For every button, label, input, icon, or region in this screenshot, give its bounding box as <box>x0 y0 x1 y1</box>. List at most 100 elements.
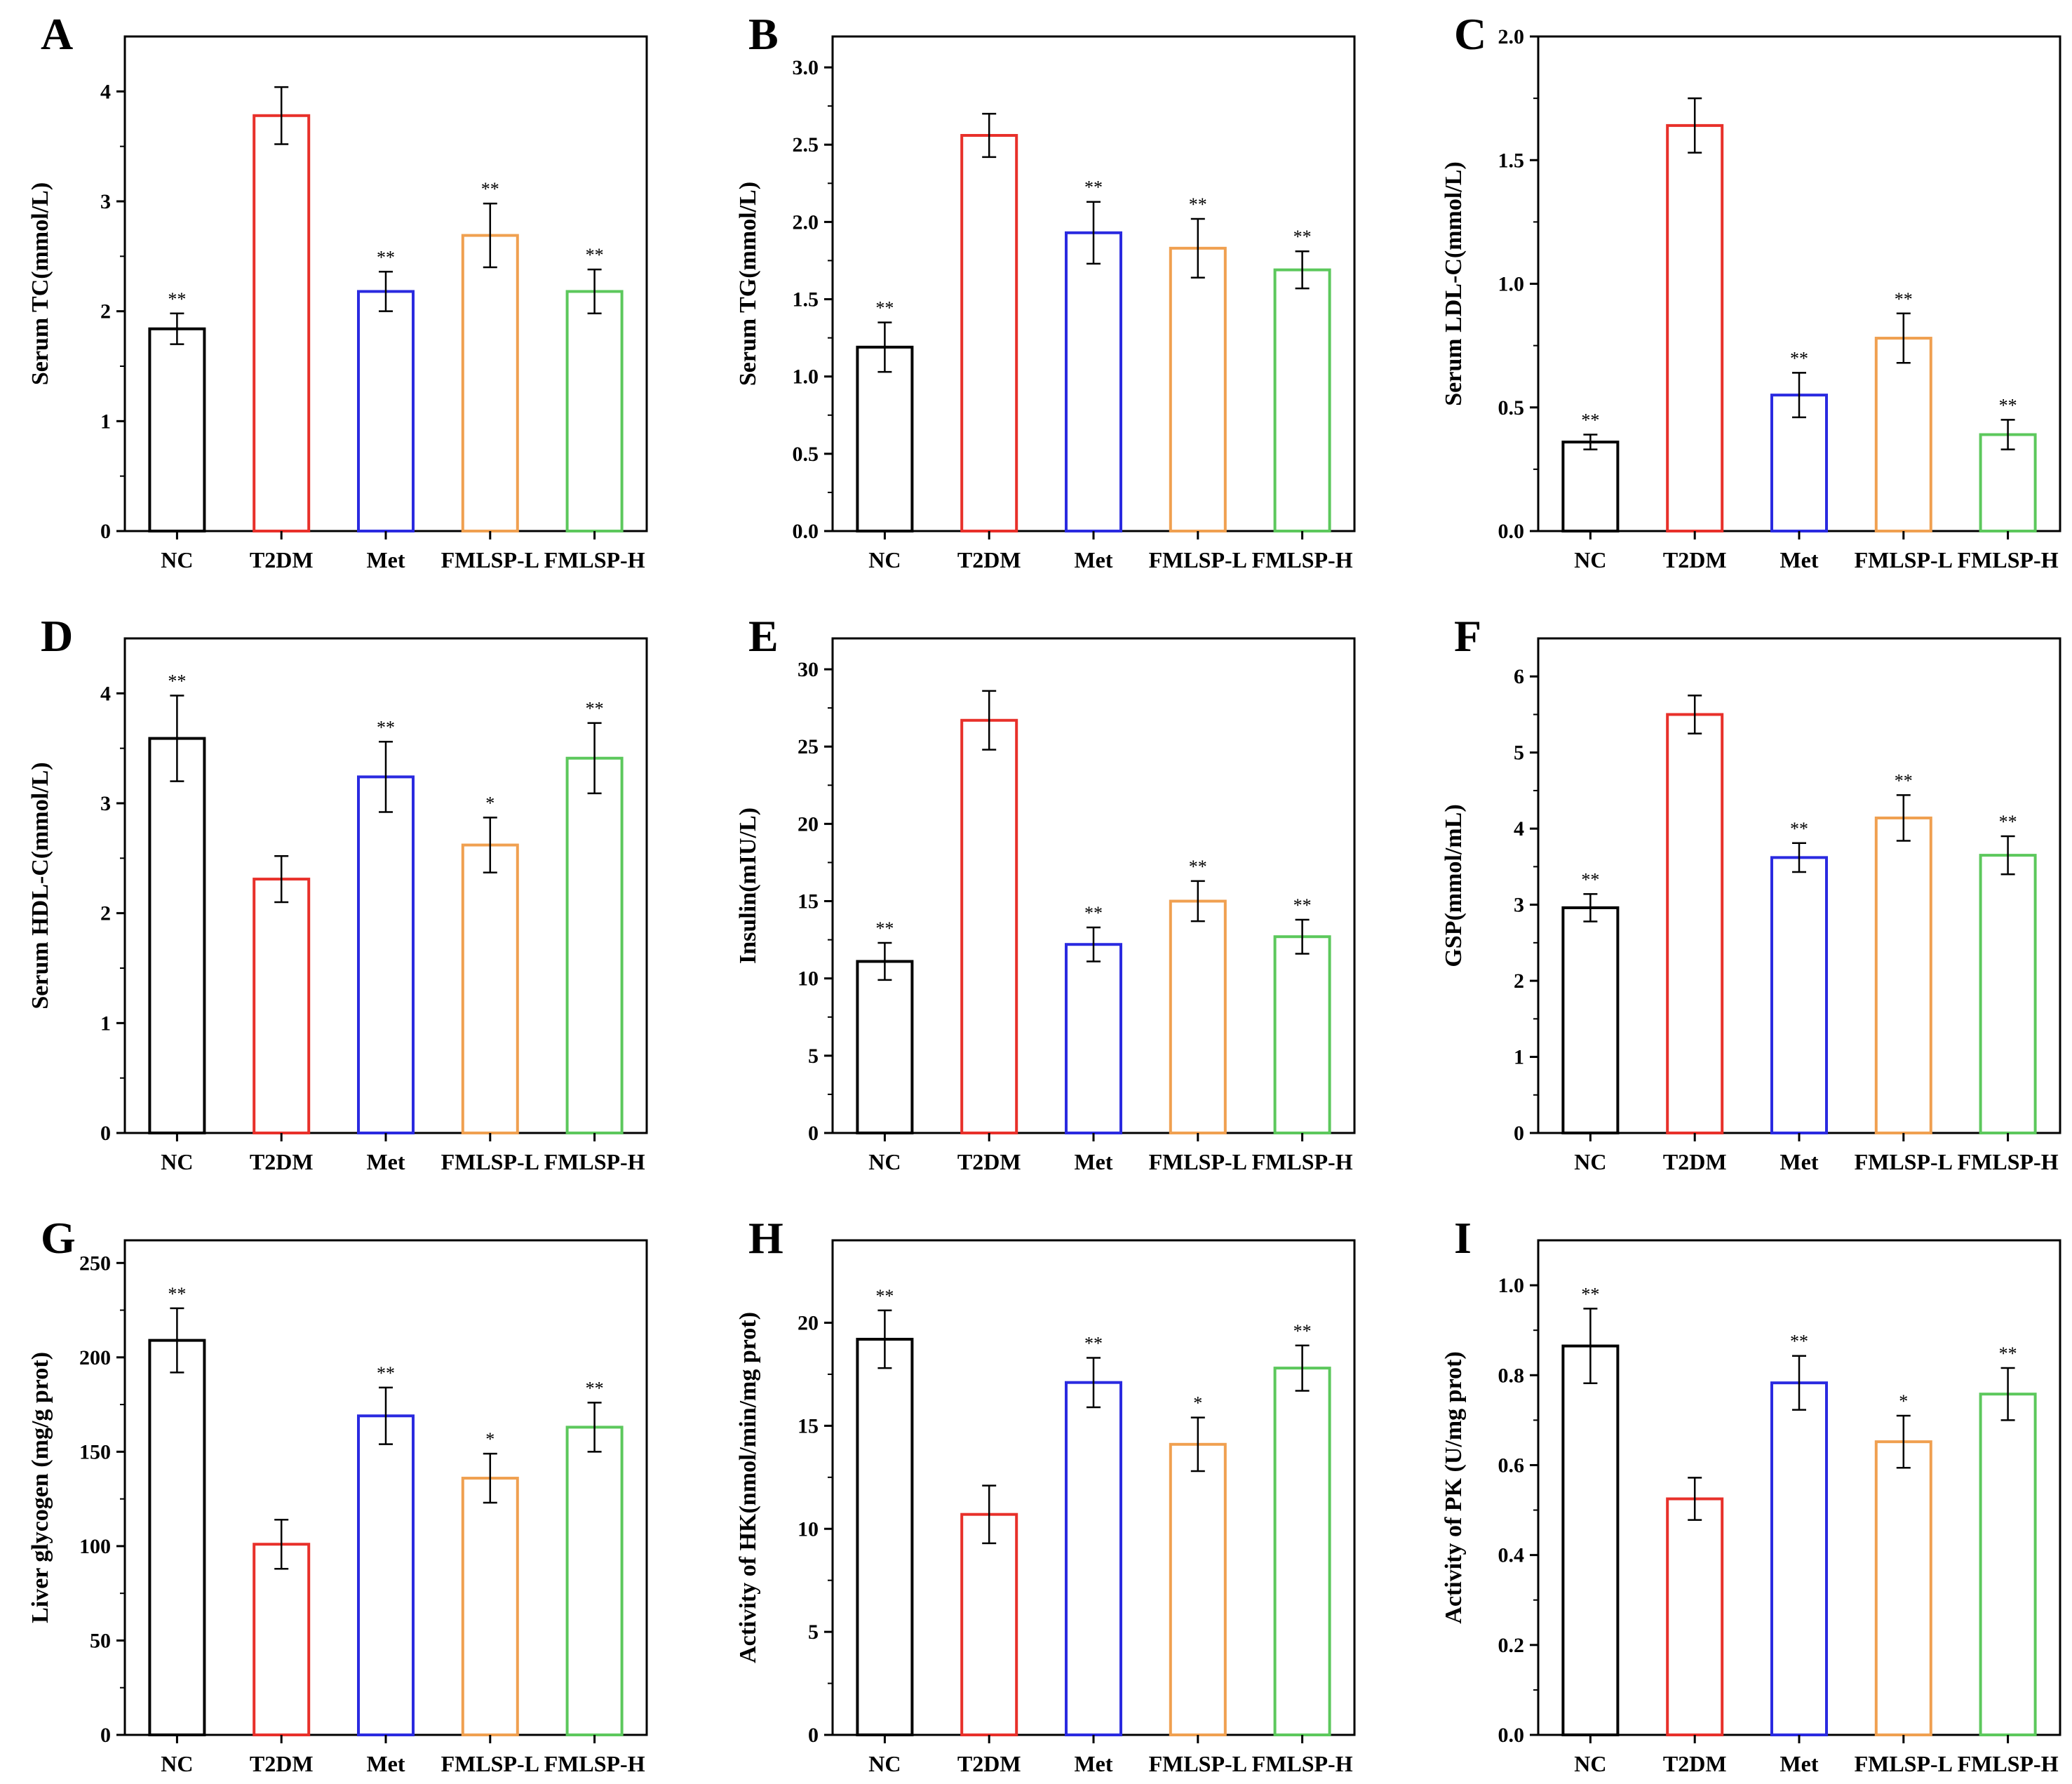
x-tick-label: Met <box>1074 547 1112 572</box>
x-tick-label: FMLSP-L <box>1855 1149 1953 1174</box>
significance-label: ** <box>1999 395 2017 415</box>
significance-label: ** <box>1293 1321 1312 1341</box>
significance-label: ** <box>1790 348 1808 368</box>
x-tick-label: T2DM <box>1663 1149 1727 1174</box>
x-tick-label: FMLSP-L <box>1149 1149 1247 1174</box>
y-axis-title: Activity of HK(nmol/min/mg prot) <box>735 1312 761 1663</box>
x-tick-label: T2DM <box>1663 1751 1727 1776</box>
y-tick-label: 3 <box>100 190 111 213</box>
y-tick-label: 0 <box>808 1122 819 1145</box>
significance-label: ** <box>1895 770 1913 791</box>
y-axis-title: Activity of PK (U/mg prot) <box>1441 1351 1467 1623</box>
bar-fmlsp-h <box>565 290 624 532</box>
bar-nc <box>148 737 206 1134</box>
bar-fmlsp-l <box>1874 816 1932 1134</box>
panel-letter: A <box>41 9 73 59</box>
y-tick-label: 150 <box>79 1440 111 1463</box>
y-tick-label: 1.0 <box>1498 1274 1525 1297</box>
x-tick-label: FMLSP-H <box>1958 1149 2059 1174</box>
x-tick-label: FMLSP-L <box>441 547 539 572</box>
bar-fmlsp-l <box>1169 246 1227 532</box>
bar-met <box>357 775 415 1135</box>
y-tick-label: 0.4 <box>1498 1544 1525 1567</box>
y-tick-label: 1.0 <box>1498 273 1525 296</box>
significance-label: ** <box>586 245 604 265</box>
significance-label: ** <box>1999 1343 2017 1364</box>
panel-letter: I <box>1454 1213 1472 1263</box>
y-tick-label: 5 <box>1514 742 1524 765</box>
x-tick-label: Met <box>1074 1751 1112 1776</box>
y-tick-label: 3 <box>100 792 111 815</box>
y-tick-label: 2 <box>100 902 111 925</box>
bar-fmlsp-l <box>1169 1442 1227 1736</box>
bar-t2dm <box>253 114 311 533</box>
y-tick-label: 2.0 <box>1498 25 1525 48</box>
panel-b: B 0.0 0.5 1.0 1.5 2.0 2.5 3.0 Serum TG(mmol/L) **… <box>735 9 1356 572</box>
x-tick-label: NC <box>868 1149 901 1174</box>
significance-label: ** <box>1084 1333 1103 1353</box>
y-axis-title: Serum TG(mmol/L) <box>735 182 761 386</box>
y-tick-label: 0.6 <box>1498 1454 1525 1477</box>
x-tick-label: T2DM <box>250 547 314 572</box>
y-tick-label: 0 <box>100 1724 111 1747</box>
x-tick-label: FMLSP-H <box>1958 1751 2059 1776</box>
bar-fmlsp-l <box>461 1477 519 1737</box>
y-tick-label: 0.0 <box>1498 1724 1525 1747</box>
bar-fmlsp-h <box>1273 935 1331 1134</box>
significance-label: ** <box>377 247 395 267</box>
x-tick-label: Met <box>366 1149 405 1174</box>
x-tick-label: FMLSP-H <box>1252 1751 1353 1776</box>
significance-label: ** <box>1293 895 1312 916</box>
significance-label: * <box>1899 1391 1908 1411</box>
panel-letter: C <box>1454 9 1486 59</box>
bar-t2dm <box>960 718 1018 1134</box>
x-tick-label: FMLSP-H <box>1252 547 1353 572</box>
significance-label: ** <box>1790 1332 1808 1352</box>
panel-i: I 0.0 0.2 0.4 0.6 0.8 1.0 Activity of PK (U/mg … <box>1441 1213 2061 1776</box>
x-tick-label: T2DM <box>957 1751 1021 1776</box>
y-tick-label: 4 <box>1514 817 1524 840</box>
bar-fmlsp-h <box>1979 854 2037 1134</box>
y-tick-label: 0.0 <box>1498 520 1525 543</box>
bar-nc <box>148 1339 206 1736</box>
bar-t2dm <box>253 878 311 1134</box>
x-tick-label: FMLSP-L <box>441 1751 539 1776</box>
panel-letter: G <box>41 1213 76 1263</box>
significance-label: ** <box>377 1363 395 1383</box>
bar-met <box>1065 1381 1122 1736</box>
x-tick-label: Met <box>1780 1751 1818 1776</box>
significance-label: ** <box>1581 1284 1599 1304</box>
bar-met <box>357 1414 415 1736</box>
y-axis-title: Liver glycogen (mg/g prot) <box>27 1352 53 1623</box>
y-tick-label: 1.5 <box>1498 149 1525 172</box>
y-tick-label: 3.0 <box>793 56 819 79</box>
significance-label: ** <box>168 1284 186 1304</box>
y-tick-label: 15 <box>798 890 819 913</box>
y-tick-label: 0.0 <box>793 520 819 543</box>
significance-label: ** <box>1999 812 2017 832</box>
y-tick-label: 1 <box>100 410 111 433</box>
bar-fmlsp-h <box>1979 1393 2037 1736</box>
panel-letter: F <box>1454 611 1481 661</box>
y-tick-label: 30 <box>798 658 819 681</box>
panel-c: C 0.0 0.5 1.0 1.5 2.0 Serum LDL-C(mmol/L) ** NC T… <box>1441 9 2061 572</box>
significance-label: * <box>1193 1393 1202 1414</box>
y-tick-label: 6 <box>1514 665 1524 688</box>
significance-label: * <box>485 1429 495 1449</box>
bar-fmlsp-h <box>565 756 624 1135</box>
x-tick-label: T2DM <box>957 547 1021 572</box>
significance-label: ** <box>168 671 186 691</box>
bar-nc <box>856 345 914 532</box>
x-tick-label: NC <box>868 547 901 572</box>
bar-met <box>1770 856 1828 1135</box>
x-tick-label: FMLSP-H <box>1958 547 2059 572</box>
bar-nc <box>856 1338 914 1736</box>
y-axis-title: GSP(mmol/mL) <box>1441 804 1467 967</box>
bar-fmlsp-l <box>1874 1440 1932 1736</box>
y-tick-label: 4 <box>100 80 111 103</box>
y-tick-label: 10 <box>798 967 819 991</box>
bar-fmlsp-h <box>1273 1367 1331 1736</box>
y-tick-label: 1.5 <box>793 288 819 311</box>
bar-nc <box>148 327 206 532</box>
panel-f: F 0 1 2 3 4 5 6 GSP(mmol/mL) ** NC T2DM ** Met ** FMLSP… <box>1441 611 2061 1174</box>
